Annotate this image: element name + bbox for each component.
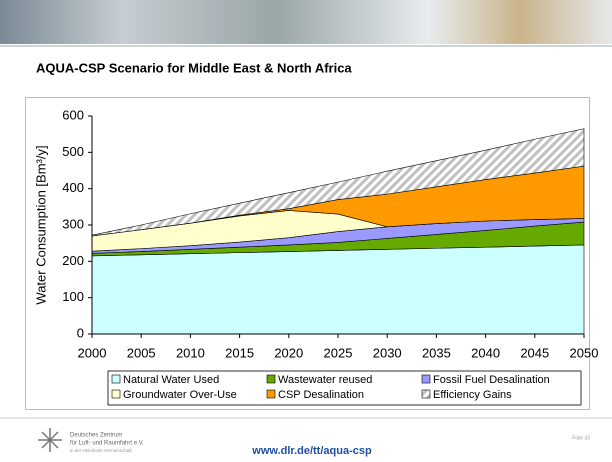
x-tick-label: 2040 xyxy=(471,345,500,360)
x-tick-label: 2035 xyxy=(422,345,451,360)
page-number: Folie 33 xyxy=(572,435,590,441)
org-name: Deutsches Zentrum xyxy=(70,433,122,439)
y-tick-label: 500 xyxy=(62,144,84,159)
area xyxy=(91,244,585,335)
y-tick-label: 200 xyxy=(62,253,84,268)
legend-swatch xyxy=(111,374,121,384)
legend-label: Natural Water Used xyxy=(123,374,219,386)
legend-label: Wastewater reused xyxy=(278,374,372,386)
slide-title: AQUA-CSP Scenario for Middle East & Nort… xyxy=(36,60,352,75)
x-tick-label: 2030 xyxy=(373,345,402,360)
x-tick-label: 2015 xyxy=(225,345,254,360)
area xyxy=(91,128,585,237)
legend-swatch xyxy=(421,374,431,384)
legend-swatch xyxy=(111,389,121,399)
plot: 0 100 200 300 400 500 600 2000 2005 2010 2015 2020 2… xyxy=(62,107,599,406)
header-banner xyxy=(0,0,612,44)
legend-label: Groundwater Over-Use xyxy=(123,389,237,401)
legend-label: Efficiency Gains xyxy=(433,389,512,401)
y-tick-label: 600 xyxy=(62,107,84,122)
x-tick-label: 2050 xyxy=(570,345,599,360)
x-tick-label: 2010 xyxy=(176,345,205,360)
y-tick-label: 300 xyxy=(62,216,84,231)
legend-swatch xyxy=(266,389,276,399)
x-tick-label: 2045 xyxy=(520,345,549,360)
y-tick-label: 0 xyxy=(77,325,84,340)
legend-frame xyxy=(107,370,582,406)
y-tick-label: 100 xyxy=(62,289,84,304)
x-tick-label: 2000 xyxy=(78,345,107,360)
logo xyxy=(38,428,62,452)
legend-swatch xyxy=(266,374,276,384)
org-note: in der Helmholtz-Gemeinschaft xyxy=(70,448,133,453)
legend-swatch xyxy=(421,389,431,399)
x-tick-label: 2005 xyxy=(127,345,156,360)
y-axis-label: Water Consumption [Bm³/y] xyxy=(33,145,48,304)
y-tick-label: 400 xyxy=(62,180,84,195)
footer-url: www.dlr.de/tt/aqua-csp xyxy=(251,445,372,457)
x-tick-label: 2020 xyxy=(274,345,303,360)
org-name: für Luft- und Raumfahrt e.V. xyxy=(70,441,144,447)
legend-label: CSP Desalination xyxy=(278,389,364,401)
legend-label: Fossil Fuel Desalination xyxy=(433,374,550,386)
x-tick-label: 2025 xyxy=(324,345,353,360)
